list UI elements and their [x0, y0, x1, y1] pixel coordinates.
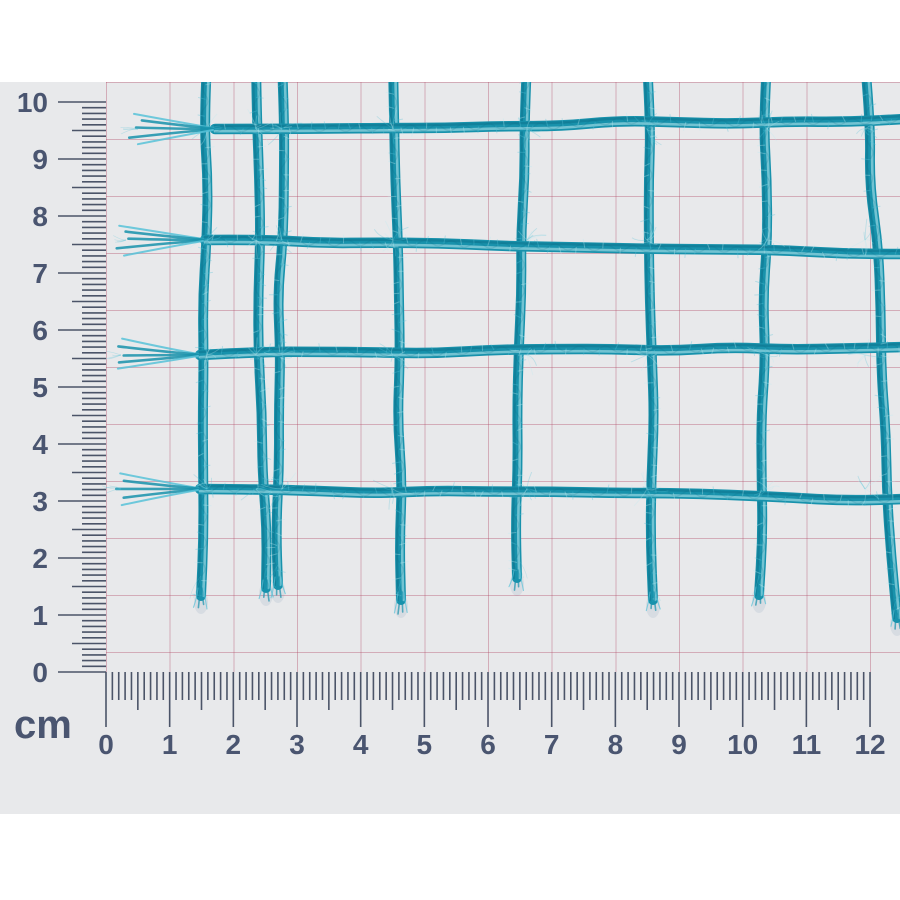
svg-text:1: 1 — [32, 600, 48, 631]
svg-text:10: 10 — [17, 87, 48, 118]
svg-text:cm: cm — [14, 703, 72, 747]
svg-text:7: 7 — [32, 258, 48, 289]
svg-text:3: 3 — [32, 486, 48, 517]
svg-text:6: 6 — [32, 315, 48, 346]
svg-text:4: 4 — [32, 429, 48, 460]
svg-text:0: 0 — [32, 657, 48, 688]
svg-text:5: 5 — [32, 372, 48, 403]
svg-text:8: 8 — [32, 201, 48, 232]
svg-text:2: 2 — [32, 543, 48, 574]
svg-text:9: 9 — [32, 144, 48, 175]
